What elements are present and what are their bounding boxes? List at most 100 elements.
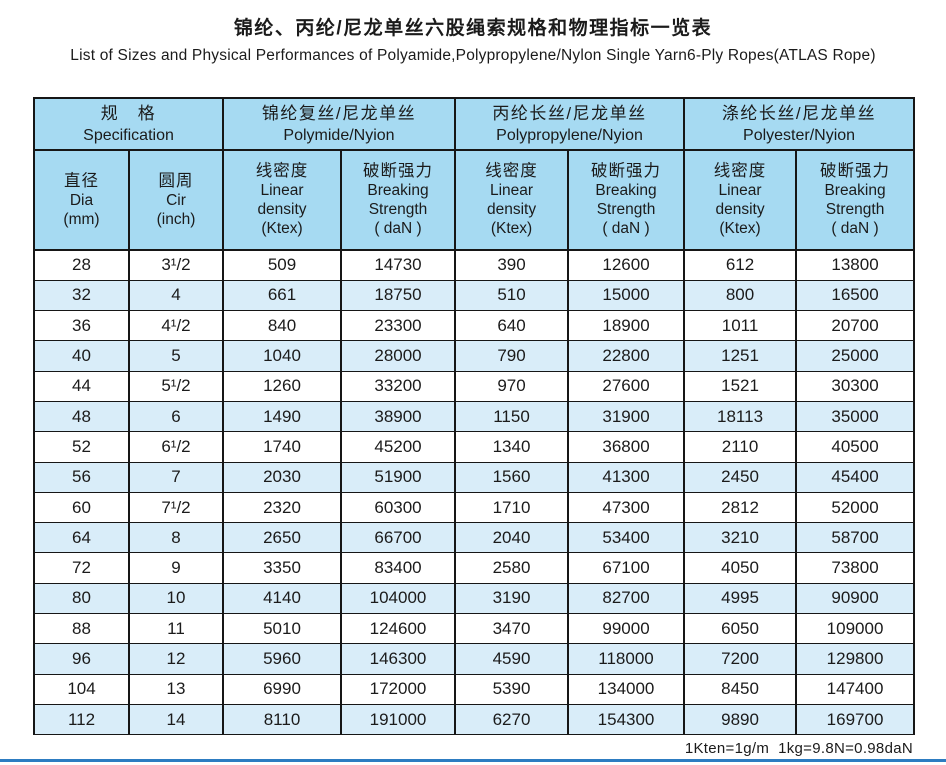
cell-pp-linear-density: 2580 bbox=[454, 552, 570, 584]
cell-pa-breaking-strength: 51900 bbox=[339, 461, 457, 493]
cell-pe-linear-density: 4050 bbox=[683, 552, 798, 584]
cell-dia: 56 bbox=[33, 461, 130, 493]
cell-pp-linear-density: 3470 bbox=[454, 613, 570, 645]
table-row: 56 7 2030 51900 1560 41300 2450 45400 bbox=[33, 461, 916, 493]
cell-cir: 7¹/2 bbox=[128, 491, 224, 524]
cell-pa-breaking-strength: 45200 bbox=[339, 431, 457, 463]
cell-dia: 104 bbox=[33, 673, 130, 705]
table-row: 96 12 5960 146300 4590 118000 7200 129800 bbox=[33, 643, 916, 675]
cell-cir: 6 bbox=[128, 400, 224, 433]
cell-pa-breaking-strength: 66700 bbox=[339, 522, 457, 554]
cell-pp-linear-density: 1560 bbox=[454, 461, 570, 493]
cell-dia: 48 bbox=[33, 400, 130, 433]
header-col-pa-breaking-strength: 破断强力 Breaking Strength ( daN ) bbox=[339, 149, 457, 251]
cell-pa-linear-density: 5010 bbox=[222, 613, 342, 645]
cell-pe-breaking-strength: 40500 bbox=[795, 431, 916, 463]
header-col-line: (mm) bbox=[63, 210, 100, 228]
header-col-line: Linear bbox=[718, 182, 762, 199]
cell-dia: 28 bbox=[33, 249, 130, 281]
cell-pa-breaking-strength: 14730 bbox=[339, 249, 457, 281]
cell-pa-breaking-strength: 28000 bbox=[339, 340, 457, 372]
header-group-zh: 涤纶长丝/尼龙单丝 bbox=[721, 103, 877, 123]
cell-pp-breaking-strength: 53400 bbox=[567, 522, 686, 554]
cell-dia: 88 bbox=[33, 613, 130, 645]
cell-pe-breaking-strength: 30300 bbox=[795, 370, 916, 402]
cell-pa-linear-density: 1040 bbox=[222, 340, 342, 372]
table-row: 72 9 3350 83400 2580 67100 4050 73800 bbox=[33, 552, 916, 584]
header-col-line: 直径 bbox=[64, 171, 99, 190]
cell-cir: 4¹/2 bbox=[128, 310, 224, 342]
cell-pp-linear-density: 640 bbox=[454, 310, 570, 342]
header-col-line: (Ktex) bbox=[490, 220, 533, 237]
cell-pa-breaking-strength: 18750 bbox=[339, 279, 457, 312]
cell-pe-linear-density: 7200 bbox=[683, 643, 798, 675]
cell-pp-breaking-strength: 27600 bbox=[567, 370, 686, 402]
cell-dia: 64 bbox=[33, 522, 130, 554]
cell-dia: 60 bbox=[33, 491, 130, 524]
cell-pe-linear-density: 3210 bbox=[683, 522, 798, 554]
header-col-line: Linear bbox=[489, 182, 534, 199]
header-group-en: Polypropylene/Nyion bbox=[496, 126, 643, 144]
cell-pe-linear-density: 1251 bbox=[683, 340, 798, 372]
header-col-line: 线密度 bbox=[485, 162, 538, 180]
cell-pe-linear-density: 1011 bbox=[683, 310, 798, 342]
spec-sheet-page: 锦纶、丙纶/尼龙单丝六股绳索规格和物理指标一览表 List of Sizes a… bbox=[0, 13, 946, 762]
cell-cir: 4 bbox=[128, 279, 224, 312]
cell-pa-linear-density: 6990 bbox=[222, 673, 342, 705]
cell-pp-breaking-strength: 118000 bbox=[567, 643, 686, 675]
header-col-line: density bbox=[257, 201, 307, 218]
header-col-line: ( daN ) bbox=[602, 220, 650, 237]
header-group-row: 规 格 Specification 锦纶复丝/尼龙单丝 Polymide/Nyion 丙… bbox=[33, 97, 916, 151]
header-group-zh: 锦纶复丝/尼龙单丝 bbox=[261, 103, 417, 123]
header-col-line: Cir bbox=[166, 191, 186, 209]
header-col-line: Breaking bbox=[367, 182, 429, 199]
header-col-line: density bbox=[486, 201, 537, 218]
cell-pa-linear-density: 5960 bbox=[222, 643, 342, 675]
cell-pa-linear-density: 840 bbox=[222, 310, 342, 342]
cell-cir: 11 bbox=[128, 613, 224, 645]
cell-cir: 5¹/2 bbox=[128, 370, 224, 402]
cell-pp-linear-density: 1340 bbox=[454, 431, 570, 463]
cell-pe-breaking-strength: 73800 bbox=[795, 552, 916, 584]
cell-dia: 52 bbox=[33, 431, 130, 463]
table-row: 64 8 2650 66700 2040 53400 3210 58700 bbox=[33, 522, 916, 554]
cell-pe-linear-density: 1521 bbox=[683, 370, 798, 402]
cell-pp-breaking-strength: 82700 bbox=[567, 582, 686, 615]
cell-pp-breaking-strength: 134000 bbox=[567, 673, 686, 705]
cell-pe-linear-density: 8450 bbox=[683, 673, 798, 705]
cell-pe-breaking-strength: 169700 bbox=[795, 703, 916, 736]
cell-pe-linear-density: 2812 bbox=[683, 491, 798, 524]
cell-pp-breaking-strength: 18900 bbox=[567, 310, 686, 342]
cell-dia: 36 bbox=[33, 310, 130, 342]
cell-pp-breaking-strength: 22800 bbox=[567, 340, 686, 372]
cell-pe-breaking-strength: 109000 bbox=[795, 613, 916, 645]
table-row: 112 14 8110 191000 6270 154300 9890 169700 bbox=[33, 703, 916, 736]
header-col-dia: 直径 Dia (mm) bbox=[33, 149, 130, 251]
table-row: 36 4¹/2 840 23300 640 18900 1011 20700 bbox=[33, 310, 916, 342]
cell-pe-linear-density: 800 bbox=[683, 279, 798, 312]
header-col-line: Strength bbox=[825, 201, 885, 218]
header-group-polyamide: 锦纶复丝/尼龙单丝 Polymide/Nyion bbox=[221, 97, 457, 151]
header-col-line: Linear bbox=[260, 182, 304, 199]
cell-pa-breaking-strength: 124600 bbox=[339, 613, 457, 645]
cell-pe-linear-density: 2110 bbox=[683, 431, 798, 463]
header-col-line: 破断强力 bbox=[820, 162, 891, 180]
header-group-polyester: 涤纶长丝/尼龙单丝 Polyester/Nyion bbox=[683, 97, 916, 151]
header-col-pp-breaking-strength: 破断强力 Breaking Strength ( daN ) bbox=[567, 149, 686, 251]
page-title: 锦纶、丙纶/尼龙单丝六股绳索规格和物理指标一览表 bbox=[233, 18, 713, 39]
cell-pp-breaking-strength: 36800 bbox=[567, 431, 686, 463]
cell-pa-breaking-strength: 172000 bbox=[339, 673, 457, 705]
header-col-line: (Ktex) bbox=[719, 220, 761, 237]
header-col-pp-linear-density: 线密度 Linear density (Ktex) bbox=[454, 149, 570, 251]
cell-pe-breaking-strength: 13800 bbox=[795, 249, 916, 281]
cell-pa-linear-density: 3350 bbox=[222, 552, 342, 584]
cell-pp-linear-density: 3190 bbox=[454, 582, 570, 615]
header-col-line: ( daN ) bbox=[831, 220, 879, 237]
cell-dia: 32 bbox=[33, 279, 130, 312]
header-col-pe-linear-density: 线密度 Linear density (Ktex) bbox=[683, 149, 798, 251]
table-row: 80 10 4140 104000 3190 82700 4995 90900 bbox=[33, 582, 916, 615]
cell-pp-breaking-strength: 67100 bbox=[567, 552, 686, 584]
cell-pa-breaking-strength: 191000 bbox=[339, 703, 457, 736]
rope-spec-table: 规 格 Specification 锦纶复丝/尼龙单丝 Polymide/Nyion 丙… bbox=[33, 97, 916, 736]
header-group-en: Polymide/Nyion bbox=[283, 126, 395, 144]
